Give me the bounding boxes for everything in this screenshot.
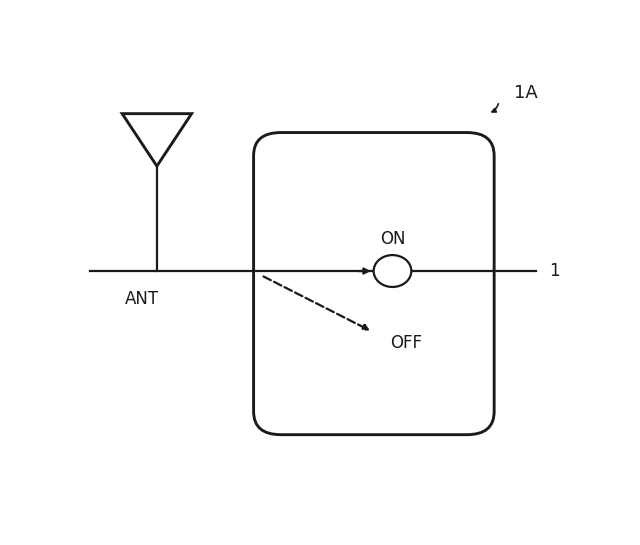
Text: 1A: 1A	[514, 84, 538, 102]
Text: OFF: OFF	[390, 334, 422, 352]
Text: 1: 1	[548, 262, 559, 280]
Circle shape	[374, 255, 412, 287]
Text: ON: ON	[380, 230, 405, 248]
Text: ANT: ANT	[125, 290, 159, 308]
